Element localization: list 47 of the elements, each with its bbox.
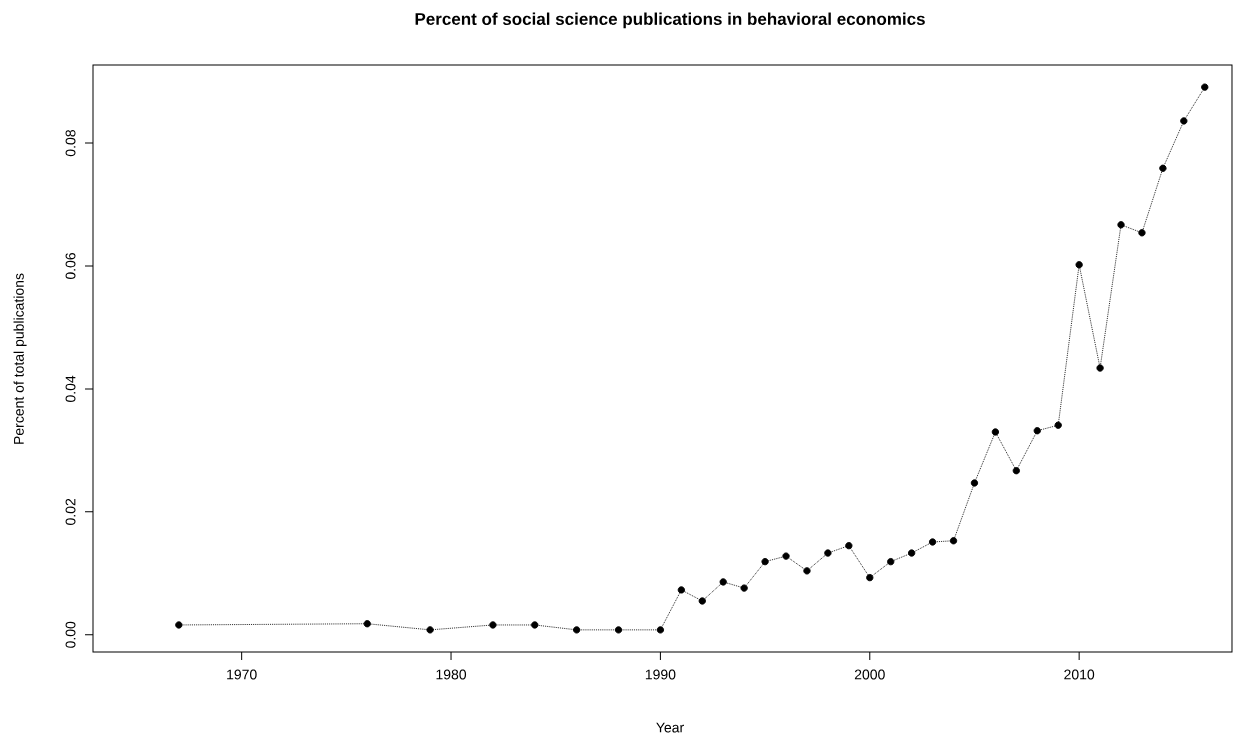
x-tick-label: 2010 bbox=[1064, 669, 1095, 680]
point bbox=[1033, 427, 1041, 435]
x-tick-label: 1970 bbox=[227, 669, 257, 680]
y-axis-title: Percent of total publications bbox=[13, 273, 27, 444]
point bbox=[719, 578, 727, 586]
point bbox=[970, 479, 979, 487]
y-tick-label: 0.00 bbox=[65, 621, 76, 648]
point bbox=[740, 584, 748, 592]
point bbox=[698, 597, 706, 605]
x-axis-title: Year bbox=[656, 722, 684, 733]
point bbox=[928, 538, 937, 546]
point bbox=[803, 567, 811, 575]
point bbox=[908, 549, 916, 557]
point bbox=[677, 586, 685, 594]
point bbox=[1096, 364, 1104, 372]
y-tick-label: 0.02 bbox=[65, 498, 76, 525]
x-tick-label: 1980 bbox=[436, 669, 467, 680]
point bbox=[1138, 229, 1146, 237]
point bbox=[656, 626, 665, 634]
point bbox=[887, 558, 895, 566]
point bbox=[845, 542, 853, 550]
point bbox=[1117, 221, 1125, 229]
point bbox=[531, 621, 539, 629]
point bbox=[489, 621, 497, 629]
x-tick-label: 2000 bbox=[854, 669, 885, 680]
point bbox=[824, 549, 832, 557]
y-tick-label: 0.08 bbox=[65, 130, 76, 157]
point bbox=[1075, 261, 1083, 269]
point bbox=[761, 558, 769, 566]
point bbox=[573, 626, 581, 634]
point bbox=[1159, 164, 1167, 172]
point bbox=[1054, 421, 1062, 429]
point bbox=[426, 626, 434, 634]
point bbox=[1012, 467, 1020, 475]
point bbox=[782, 552, 790, 560]
point bbox=[363, 620, 371, 628]
y-tick-label: 0.06 bbox=[65, 252, 76, 280]
point bbox=[991, 428, 1000, 436]
point bbox=[949, 537, 958, 545]
point bbox=[1201, 83, 1209, 91]
point bbox=[614, 626, 623, 634]
chart-title: Percent of social science publications in behavioral economics bbox=[415, 12, 925, 29]
y-tick-label: 0.04 bbox=[65, 375, 76, 402]
point bbox=[866, 573, 874, 582]
point bbox=[175, 621, 183, 629]
x-tick-label: 1990 bbox=[645, 669, 676, 680]
point bbox=[1180, 117, 1188, 125]
